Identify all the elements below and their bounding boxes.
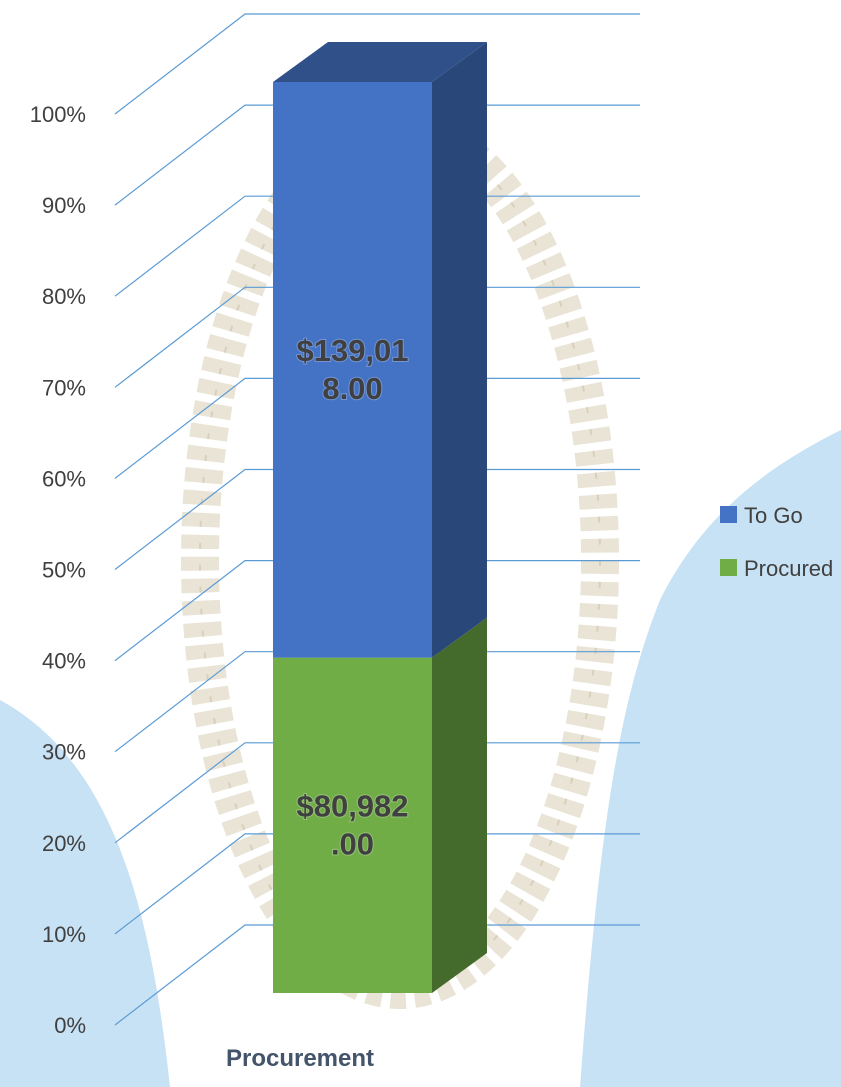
legend-swatch xyxy=(720,506,737,523)
grid-line xyxy=(114,468,640,570)
grid-line xyxy=(114,377,640,479)
value-label: $139,01 8.00 xyxy=(296,333,408,406)
y-tick-label: 100% xyxy=(30,102,86,127)
legend-swatch xyxy=(720,559,737,576)
y-tick-label: 10% xyxy=(42,922,86,947)
bar-front xyxy=(273,82,432,658)
grid-line xyxy=(114,924,640,1026)
y-tick-label: 70% xyxy=(42,375,86,400)
grid-line xyxy=(114,560,640,662)
bar-side xyxy=(432,617,487,993)
y-tick-label: 80% xyxy=(42,284,86,309)
value-label: $80,982.00 xyxy=(296,788,408,861)
grid-line xyxy=(114,286,640,388)
legend-label: To Go xyxy=(744,503,803,528)
y-tick-label: 40% xyxy=(42,649,86,674)
legend-label: Procured xyxy=(744,556,833,581)
bar-front xyxy=(273,657,432,993)
grid-line xyxy=(114,104,640,206)
y-tick-label: 20% xyxy=(42,831,86,856)
bar-side xyxy=(432,42,487,658)
y-tick-label: 90% xyxy=(42,193,86,218)
bar-top xyxy=(273,42,487,82)
y-tick-label: 50% xyxy=(42,558,86,583)
grid-line xyxy=(114,742,640,844)
grid-line xyxy=(114,13,640,115)
category-label: Procurement xyxy=(226,1045,374,1072)
grid-line xyxy=(114,651,640,753)
y-tick-label: 0% xyxy=(54,1013,86,1038)
grid-line xyxy=(114,195,640,297)
y-tick-label: 30% xyxy=(42,740,86,765)
y-tick-label: 60% xyxy=(42,466,86,491)
grid-line xyxy=(114,833,640,935)
